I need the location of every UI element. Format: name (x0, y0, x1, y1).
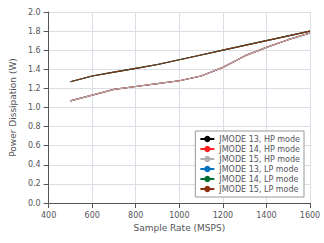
svg-text:1.4: 1.4 (28, 65, 41, 74)
svg-text:1.6: 1.6 (28, 46, 41, 55)
svg-text:600: 600 (85, 211, 100, 220)
svg-text:0.6: 0.6 (28, 141, 41, 150)
svg-text:0.4: 0.4 (28, 160, 41, 169)
svg-text:800: 800 (128, 211, 143, 220)
svg-text:2.0: 2.0 (28, 8, 41, 17)
svg-text:JMODE 15, LP mode: JMODE 15, LP mode (218, 185, 298, 194)
svg-text:JMODE 13, HP mode: JMODE 13, HP mode (218, 135, 300, 144)
svg-text:1.8: 1.8 (28, 27, 41, 36)
svg-text:400: 400 (41, 211, 56, 220)
svg-text:Power Dissipation (W): Power Dissipation (W) (8, 58, 18, 157)
svg-text:JMODE 14, LP mode: JMODE 14, LP mode (218, 175, 298, 184)
svg-text:Sample Rate (MSPS): Sample Rate (MSPS) (133, 223, 225, 233)
svg-text:0.8: 0.8 (28, 122, 41, 131)
svg-text:1000: 1000 (169, 211, 189, 220)
svg-text:0.0: 0.0 (28, 199, 41, 208)
svg-text:1200: 1200 (213, 211, 233, 220)
svg-text:1.2: 1.2 (28, 84, 41, 93)
svg-text:1400: 1400 (256, 211, 276, 220)
svg-text:0.2: 0.2 (28, 179, 41, 188)
svg-text:1600: 1600 (300, 211, 320, 220)
svg-text:1.0: 1.0 (28, 103, 41, 112)
svg-text:JMODE 14, HP mode: JMODE 14, HP mode (218, 145, 300, 154)
svg-text:JMODE 15, HP mode: JMODE 15, HP mode (218, 155, 300, 164)
svg-text:JMODE 13, LP mode: JMODE 13, LP mode (218, 165, 298, 174)
